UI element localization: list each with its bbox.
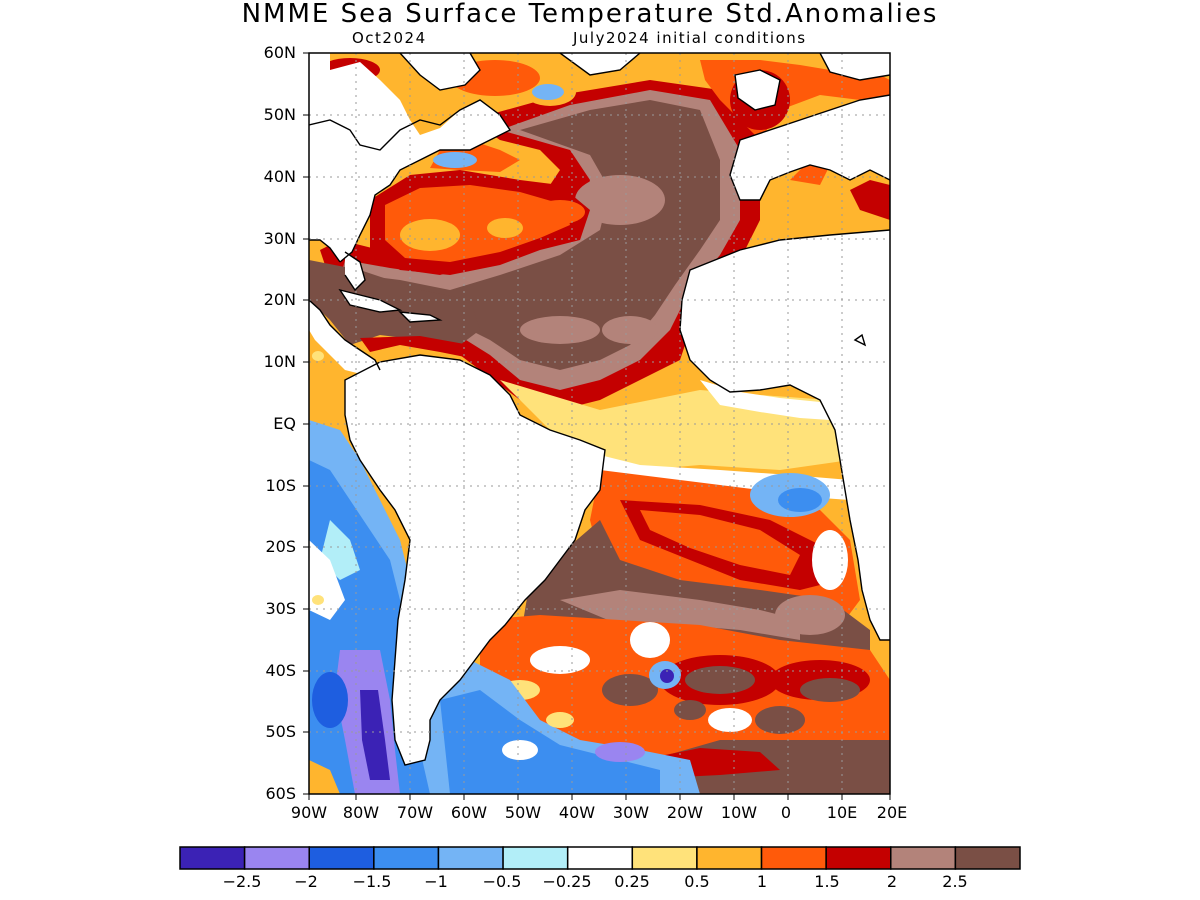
colorbar-label: 0.25 (614, 872, 650, 891)
lon-label-10w: 10W (720, 803, 758, 822)
lat-label-30s: 30S (265, 599, 296, 618)
lat-label-eq: EQ (273, 414, 296, 433)
colorbar (179, 846, 1021, 870)
colorbar-label: −2.5 (222, 872, 262, 891)
map-title: NMME Sea Surface Temperature Std.Anomali… (241, 0, 939, 29)
lon-label-0: 0 (780, 803, 792, 822)
colorbar-label: −0.25 (542, 872, 592, 891)
colorbar-swatch (696, 846, 763, 870)
colorbar-swatch (825, 846, 892, 870)
axis-ticks (303, 52, 891, 800)
graticule (309, 53, 890, 794)
colorbar-swatch (760, 846, 827, 870)
colorbar-label: −2 (294, 872, 318, 891)
colorbar-label: 1 (756, 872, 768, 891)
colorbar-swatch (954, 846, 1021, 870)
lat-label-50s: 50S (265, 722, 296, 741)
colorbar-label: 0.5 (684, 872, 710, 891)
lat-label-60s: 60S (265, 784, 296, 803)
colorbar-label: 1.5 (814, 872, 840, 891)
colorbar-swatch (890, 846, 957, 870)
lon-label-70w: 70W (396, 803, 434, 822)
lat-label-60n: 60N (263, 43, 296, 62)
colorbar-swatch (308, 846, 375, 870)
lat-label-20n: 20N (263, 290, 296, 309)
colorbar-label: −1.5 (352, 872, 392, 891)
colorbar-swatch (373, 846, 440, 870)
colorbar-swatch (566, 846, 634, 870)
lat-label-40n: 40N (263, 167, 296, 186)
lon-label-60w: 60W (450, 803, 488, 822)
colorbar-swatch (502, 846, 569, 870)
lon-label-20w: 20W (666, 803, 704, 822)
lat-label-50n: 50N (263, 105, 296, 124)
initial-conditions: July2024 initial conditions (573, 29, 807, 47)
lat-label-20s: 20S (265, 537, 296, 556)
forecast-month: Oct2024 (352, 29, 427, 47)
colorbar-label: 2 (886, 872, 898, 891)
colorbar-swatch (437, 846, 504, 870)
lat-label-30n: 30N (263, 229, 296, 248)
colorbar-swatch (243, 846, 310, 870)
lon-label-30w: 30W (612, 803, 650, 822)
colorbar-swatch (631, 846, 698, 870)
lat-label-40s: 40S (265, 661, 296, 680)
colorbar-label: 2.5 (942, 872, 968, 891)
lon-label-20e: 20E (876, 803, 908, 822)
anomaly-field (309, 53, 890, 794)
colorbar-label: −0.5 (482, 872, 522, 891)
lon-label-50w: 50W (504, 803, 542, 822)
lat-label-10s: 10S (265, 476, 296, 495)
colorbar-label: −1 (424, 872, 448, 891)
lon-label-10e: 10E (826, 803, 858, 822)
lon-label-80w: 80W (342, 803, 380, 822)
lat-label-10n: 10N (263, 352, 296, 371)
lon-label-90w: 90W (290, 803, 328, 822)
colorbar-swatch (179, 846, 246, 870)
lon-label-40w: 40W (558, 803, 596, 822)
